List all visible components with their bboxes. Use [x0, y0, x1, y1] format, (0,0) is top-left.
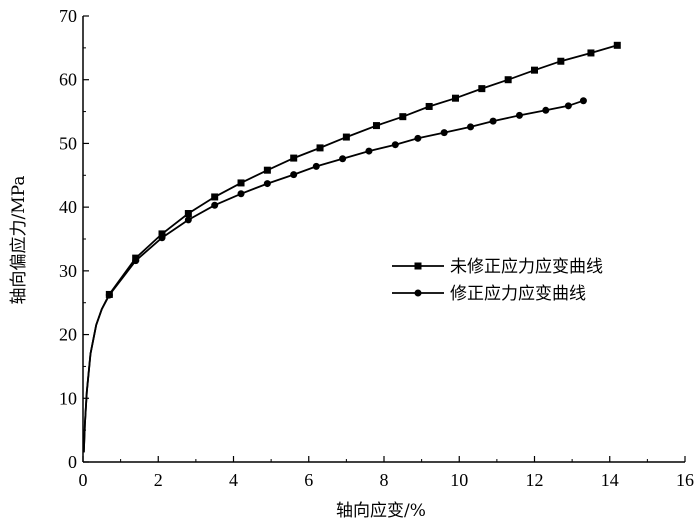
series-1-point — [478, 85, 486, 93]
y-tick-label: 60 — [59, 70, 77, 90]
series-1-point — [290, 154, 298, 162]
x-tick-label: 6 — [304, 470, 313, 490]
x-tick-label: 16 — [676, 470, 694, 490]
x-tick-label: 8 — [380, 470, 389, 490]
series-2-point — [579, 97, 587, 105]
series-1-point — [451, 94, 459, 102]
x-axis-label: 轴向应变/% — [336, 501, 426, 521]
y-tick-label: 50 — [59, 133, 77, 153]
y-tick-label: 30 — [59, 261, 77, 281]
series-1-point — [263, 166, 271, 174]
series-2-point — [365, 147, 373, 155]
x-tick-label: 0 — [79, 470, 88, 490]
y-tick-label: 40 — [59, 197, 77, 217]
series-1-point — [587, 49, 595, 57]
axes — [82, 16, 685, 463]
series-2-line — [82, 99, 584, 453]
series-2-point — [237, 190, 245, 198]
legend-label-2: 修正应力应变曲线 — [450, 284, 586, 304]
series-2-point — [489, 117, 497, 125]
series-2-point — [391, 141, 399, 149]
series-1-point — [557, 57, 565, 65]
series-2-point — [440, 129, 448, 137]
series-2-point — [339, 155, 347, 163]
series-1-point — [425, 102, 433, 110]
series-2-point — [263, 180, 271, 188]
series-1-point — [184, 210, 192, 218]
series-2-point — [515, 111, 523, 119]
series-1-point — [531, 66, 538, 74]
x-tick-label: 14 — [601, 470, 619, 490]
series-1-point — [237, 179, 245, 187]
legend-marker-2 — [414, 289, 422, 297]
series-2-point — [564, 102, 572, 110]
series-1-point — [158, 230, 166, 238]
y-tick-label: 70 — [59, 6, 77, 26]
series-layer — [82, 41, 621, 453]
series-1-point — [372, 122, 380, 130]
series-1-line — [82, 44, 618, 453]
series-1-point — [342, 133, 350, 141]
series-2 — [82, 97, 587, 453]
legend-label-1: 未修正应力应变曲线 — [450, 257, 603, 277]
series-2-point — [414, 134, 422, 142]
series-2-point — [184, 216, 192, 224]
x-tick-label: 2 — [154, 470, 163, 490]
series-2-point — [105, 291, 113, 299]
y-axis-label: 轴向偏应力/MPa — [9, 176, 29, 305]
series-2-point — [312, 162, 320, 170]
series-2-point — [211, 201, 219, 209]
series-1-point — [211, 193, 219, 201]
y-tick-label: 0 — [68, 452, 77, 472]
x-tick-label: 4 — [229, 470, 238, 490]
x-tick-label: 12 — [526, 470, 544, 490]
series-2-point — [290, 171, 298, 179]
series-2-point — [132, 257, 140, 265]
series-1-point — [504, 76, 512, 84]
y-tick-label: 20 — [59, 325, 77, 345]
series-1-point — [613, 41, 621, 49]
y-tick-label: 10 — [59, 388, 77, 408]
series-1 — [82, 41, 621, 453]
series-1-point — [399, 113, 407, 121]
x-tick-label: 10 — [450, 470, 468, 490]
series-2-point — [467, 123, 475, 131]
series-2-point — [542, 106, 550, 114]
ticks: 0 2 4 6 8 10 12 14 16 0 10 20 30 40 50 60 70 — [59, 6, 694, 490]
legend-marker-1 — [414, 262, 422, 270]
series-2-point — [158, 234, 166, 242]
series-1-point — [316, 144, 324, 152]
